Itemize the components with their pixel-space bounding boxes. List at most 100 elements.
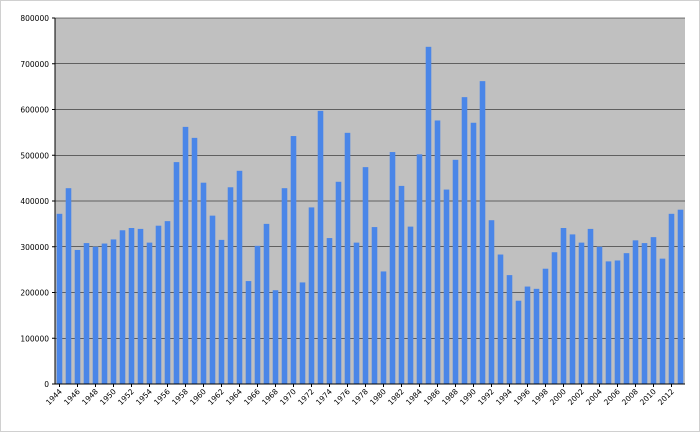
bar-1969 bbox=[281, 188, 288, 384]
y-tick-label: 400000 bbox=[20, 197, 49, 206]
bar-2001 bbox=[569, 234, 576, 384]
bar-1997 bbox=[533, 288, 540, 384]
bar-1976 bbox=[344, 132, 351, 384]
x-tick-label: 2006 bbox=[602, 387, 622, 407]
bar-1960 bbox=[200, 182, 207, 384]
y-tick-label: 300000 bbox=[20, 243, 49, 252]
x-tick-label: 1978 bbox=[350, 387, 370, 407]
x-tick-label: 1958 bbox=[170, 387, 190, 407]
x-tick-label: 1982 bbox=[386, 387, 406, 407]
bar-2004 bbox=[596, 246, 603, 384]
bar-1979 bbox=[371, 227, 378, 384]
bar-1994 bbox=[506, 275, 513, 384]
x-tick-label: 1986 bbox=[422, 387, 442, 407]
x-tick-label: 1948 bbox=[80, 387, 100, 407]
bar-1998 bbox=[542, 268, 549, 384]
bar-1959 bbox=[191, 137, 198, 384]
bar-1974 bbox=[326, 238, 333, 384]
y-tick-label: 500000 bbox=[20, 151, 49, 160]
x-tick-label: 2002 bbox=[566, 387, 586, 407]
bar-2005 bbox=[605, 261, 612, 384]
bar-1985 bbox=[425, 46, 432, 384]
bar-1963 bbox=[227, 187, 234, 384]
x-tick-label: 2008 bbox=[620, 387, 640, 407]
x-tick-label: 1968 bbox=[260, 387, 280, 407]
x-tick-label: 1988 bbox=[440, 387, 460, 407]
bar-1958 bbox=[182, 126, 189, 384]
bar-1990 bbox=[470, 122, 477, 384]
x-tick-label: 1964 bbox=[224, 387, 244, 407]
bar-1987 bbox=[443, 189, 450, 384]
bar-1986 bbox=[434, 120, 441, 384]
bar-1957 bbox=[173, 162, 180, 384]
bar-2009 bbox=[641, 243, 648, 384]
bar-1970 bbox=[290, 136, 297, 384]
bar-1945 bbox=[65, 188, 72, 384]
bar-1968 bbox=[272, 290, 279, 384]
bar-2000 bbox=[560, 227, 567, 384]
x-tick-label: 1980 bbox=[368, 387, 388, 407]
bar-1996 bbox=[524, 286, 531, 384]
bar-1952 bbox=[128, 227, 135, 384]
bar-2007 bbox=[623, 253, 630, 384]
bar-2013 bbox=[677, 209, 684, 384]
x-tick-label: 1970 bbox=[278, 387, 298, 407]
bar-1991 bbox=[479, 81, 486, 384]
bar-1973 bbox=[317, 110, 324, 384]
x-tick-label: 1984 bbox=[404, 387, 424, 407]
bar-1951 bbox=[119, 230, 126, 384]
x-tick-label: 1990 bbox=[458, 387, 478, 407]
bar-1988 bbox=[452, 159, 459, 384]
bar-1964 bbox=[236, 170, 243, 384]
bar-1966 bbox=[254, 245, 261, 384]
bar-2002 bbox=[578, 242, 585, 384]
bar-1962 bbox=[218, 239, 225, 384]
y-tick-label: 200000 bbox=[20, 289, 49, 298]
y-tick-label: 700000 bbox=[20, 60, 49, 69]
bar-1982 bbox=[398, 185, 405, 384]
bar-2011 bbox=[659, 258, 666, 384]
bar-1967 bbox=[263, 223, 270, 384]
x-tick-label: 1944 bbox=[44, 387, 64, 407]
bar-2006 bbox=[614, 260, 621, 384]
x-tick-label: 2010 bbox=[638, 387, 658, 407]
bar-1978 bbox=[362, 167, 369, 384]
bar-1981 bbox=[389, 152, 396, 384]
bar-2008 bbox=[632, 240, 639, 384]
axes bbox=[52, 17, 685, 387]
bar-1975 bbox=[335, 181, 342, 384]
x-tick-label: 1954 bbox=[134, 387, 154, 407]
bar-1955 bbox=[155, 225, 162, 384]
x-axis-tick-labels: 1944194619481950195219541956195819601962… bbox=[44, 387, 676, 407]
bar-series bbox=[56, 46, 684, 385]
x-tick-label: 1998 bbox=[530, 387, 550, 407]
x-tick-label: 1972 bbox=[296, 387, 316, 407]
bar-1989 bbox=[461, 97, 468, 385]
bar-1953 bbox=[137, 228, 144, 384]
bar-1995 bbox=[515, 300, 522, 384]
bar-1961 bbox=[209, 215, 216, 384]
x-tick-label: 1976 bbox=[332, 387, 352, 407]
x-tick-label: 1996 bbox=[512, 387, 532, 407]
x-tick-label: 2012 bbox=[656, 387, 676, 407]
x-tick-label: 1952 bbox=[116, 387, 136, 407]
y-tick-label: 600000 bbox=[20, 106, 49, 115]
bar-1949 bbox=[101, 243, 108, 384]
y-tick-label: 0 bbox=[44, 380, 49, 389]
bar-1954 bbox=[146, 242, 153, 384]
bar-1992 bbox=[488, 220, 495, 384]
y-tick-label: 800000 bbox=[20, 14, 49, 23]
bar-1993 bbox=[497, 254, 504, 384]
x-tick-label: 2004 bbox=[584, 387, 604, 407]
bar-1950 bbox=[110, 239, 117, 384]
bar-1946 bbox=[74, 249, 81, 384]
x-tick-label: 1992 bbox=[476, 387, 496, 407]
bar-1984 bbox=[416, 154, 423, 384]
bar-1944 bbox=[56, 213, 63, 384]
x-tick-label: 1956 bbox=[152, 387, 172, 407]
bar-1971 bbox=[299, 282, 306, 384]
x-tick-label: 1946 bbox=[62, 387, 82, 407]
x-tick-label: 1974 bbox=[314, 387, 334, 407]
